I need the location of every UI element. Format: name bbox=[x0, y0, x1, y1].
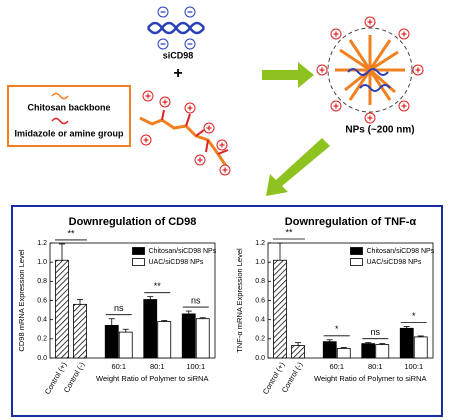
bar bbox=[361, 343, 376, 359]
bar bbox=[104, 325, 119, 359]
polymer-legend bbox=[7, 85, 131, 147]
sirna-helix bbox=[146, 6, 206, 50]
x-axis-label: Weight Ratio of Polymer to siRNA bbox=[96, 374, 208, 383]
arrow bbox=[262, 62, 314, 88]
x-tick-label: 80:1 bbox=[368, 362, 383, 371]
bar bbox=[413, 336, 428, 359]
legend-swatch bbox=[132, 258, 145, 266]
bar bbox=[336, 348, 351, 359]
legend-red-line bbox=[51, 117, 69, 125]
y-tick-label: 1.2 bbox=[37, 240, 47, 247]
control-bar bbox=[73, 303, 87, 359]
legend-swatch bbox=[350, 247, 363, 255]
y-tick-label: 1.0 bbox=[255, 259, 265, 266]
bar bbox=[181, 313, 196, 359]
x-tick-label: 60:1 bbox=[329, 362, 344, 371]
control-bar bbox=[273, 259, 287, 359]
y-tick-label: 1.0 bbox=[37, 259, 47, 266]
bar bbox=[375, 344, 390, 359]
significance-label: ** bbox=[285, 227, 293, 237]
y-tick-label: 0.6 bbox=[255, 297, 265, 304]
y-axis-label: TNF-α mRNA Expression Level bbox=[235, 248, 244, 353]
y-tick-label: 0.2 bbox=[255, 336, 265, 343]
y-tick-label: 0.8 bbox=[37, 278, 47, 285]
x-tick-label: 60:1 bbox=[111, 362, 126, 371]
chart-title: Downregulation of TNF-α bbox=[285, 216, 417, 228]
significance-label: ** bbox=[154, 281, 162, 291]
significance-label: * bbox=[335, 324, 339, 334]
y-tick-label: 0.4 bbox=[37, 317, 47, 324]
y-axis-label: CD98 mRNA Expression Level bbox=[17, 249, 26, 351]
x-axis-label: Weight Ratio of Polymer to siRNA bbox=[314, 374, 426, 383]
bar bbox=[399, 327, 414, 359]
significance-label: ns bbox=[114, 303, 124, 313]
legend-orange-line bbox=[51, 92, 69, 100]
x-tick-label: 80:1 bbox=[150, 362, 165, 371]
legend-text: Imidazole or amine group bbox=[14, 128, 124, 138]
control-bar bbox=[291, 345, 305, 359]
legend-label: Chitosan/siCD98 NPs bbox=[149, 248, 217, 255]
sirna-label: siCD98 bbox=[163, 50, 194, 60]
plus-sign: + bbox=[173, 65, 182, 82]
y-tick-label: 0.0 bbox=[37, 355, 47, 362]
legend-label: UAC/siCD98 NPs bbox=[149, 259, 204, 266]
significance-label: * bbox=[412, 311, 416, 321]
polymer-chain bbox=[139, 90, 231, 176]
chart-title: Downregulation of CD98 bbox=[69, 216, 197, 228]
y-tick-label: 0.6 bbox=[37, 297, 47, 304]
bar bbox=[157, 321, 172, 359]
results-frame bbox=[11, 205, 443, 417]
bar bbox=[143, 299, 158, 359]
control-bar bbox=[55, 259, 69, 359]
nanoparticle bbox=[316, 16, 424, 124]
y-tick-label: 0.8 bbox=[255, 278, 265, 285]
legend-swatch bbox=[350, 258, 363, 266]
legend-label: Chitosan/siCD98 NPs bbox=[367, 248, 435, 255]
y-tick-label: 0.4 bbox=[255, 317, 265, 324]
arrow bbox=[266, 138, 330, 196]
y-tick-label: 0.0 bbox=[255, 355, 265, 362]
bar bbox=[118, 331, 133, 359]
significance-label: ns bbox=[191, 295, 201, 305]
y-tick-label: 1.2 bbox=[255, 240, 265, 247]
y-tick-label: 0.2 bbox=[37, 336, 47, 343]
bar bbox=[322, 341, 337, 359]
legend-text: Chitosan backbone bbox=[27, 102, 110, 112]
x-tick-label: 100:1 bbox=[186, 362, 205, 371]
significance-label: ns bbox=[370, 327, 380, 337]
significance-label: ** bbox=[67, 228, 75, 238]
bar bbox=[195, 318, 210, 359]
np-label: NPs (~200 nm) bbox=[345, 125, 414, 136]
legend-label: UAC/siCD98 NPs bbox=[367, 259, 422, 266]
x-tick-label: 100:1 bbox=[404, 362, 423, 371]
legend-swatch bbox=[132, 247, 145, 255]
